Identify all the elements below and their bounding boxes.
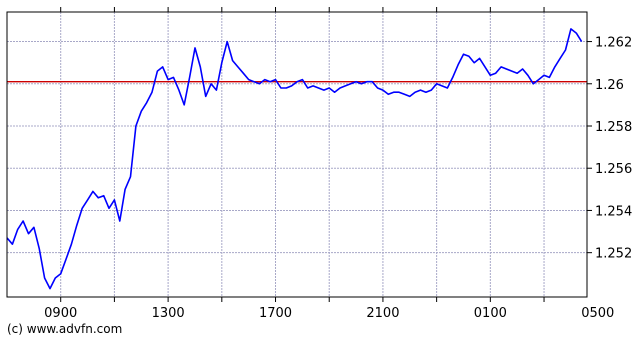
x-tick-label: 1300 [152, 306, 185, 321]
y-axis-ticks: 1.252 1.254 1.256 1.258 1.26 1.262 [587, 36, 632, 262]
x-tick-label: 0100 [474, 306, 507, 321]
y-tick-label: 1.252 [595, 247, 632, 262]
plot-frame [6, 11, 588, 298]
y-tick-label: 1.254 [595, 204, 632, 219]
copyright-credit: (c) www.advfn.com [7, 322, 123, 336]
y-tick-label: 1.256 [595, 162, 632, 177]
grid-lines [7, 12, 587, 297]
x-tick-label: 0500 [581, 306, 614, 321]
y-tick-label: 1.258 [595, 120, 632, 135]
price-series-line [6, 28, 583, 290]
y-tick-label: 1.26 [595, 78, 624, 93]
x-tick-label: 0900 [44, 306, 77, 321]
x-tick-label: 1700 [259, 306, 292, 321]
series-layer [6, 28, 583, 290]
y-tick-label: 1.262 [595, 36, 632, 51]
x-tick-label: 2100 [366, 306, 399, 321]
x-axis-ticks: 0900 1300 1700 2100 0100 0500 [44, 7, 614, 321]
